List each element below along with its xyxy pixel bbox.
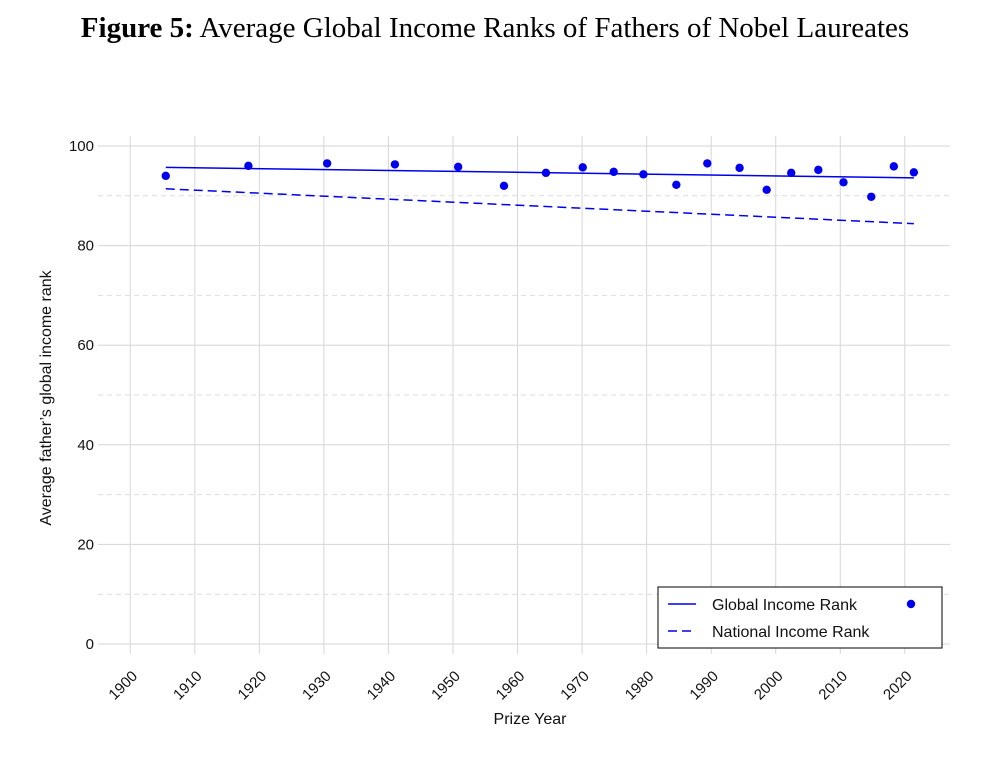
x-tick-label: 1980 bbox=[622, 668, 658, 704]
legend-box bbox=[657, 586, 943, 649]
data-point bbox=[609, 167, 618, 177]
legend-label-global: Global Income Rank bbox=[712, 597, 858, 614]
data-point bbox=[867, 192, 876, 201]
x-tick-label: 1900 bbox=[105, 668, 141, 704]
y-tick-label: 100 bbox=[69, 138, 94, 155]
data-point bbox=[703, 159, 712, 168]
data-point bbox=[909, 168, 919, 177]
data-point bbox=[672, 180, 681, 190]
legend-label-national: National Income Rank bbox=[712, 624, 870, 641]
data-point bbox=[762, 185, 771, 194]
data-point bbox=[839, 178, 848, 187]
x-tick-label: 1970 bbox=[557, 668, 593, 704]
x-axis-label: Prize Year bbox=[494, 711, 568, 728]
y-axis-ticks: 0 20 40 60 80 100 bbox=[69, 138, 94, 653]
figure-title: Figure 5: Average Global Income Ranks of… bbox=[0, 12, 990, 45]
x-tick-label: 2020 bbox=[880, 668, 916, 704]
legend: Global Income Rank National Income Rank bbox=[657, 586, 943, 649]
data-point bbox=[322, 159, 332, 168]
data-point bbox=[578, 163, 587, 172]
x-tick-label: 1960 bbox=[493, 668, 529, 704]
figure-number: Figure 5: bbox=[80, 12, 194, 44]
data-point bbox=[735, 163, 744, 173]
x-tick-label: 1990 bbox=[686, 668, 722, 704]
x-tick-label: 1940 bbox=[364, 668, 400, 704]
data-point bbox=[814, 165, 823, 175]
data-point bbox=[499, 181, 509, 191]
legend-point-marker bbox=[906, 599, 916, 609]
grid bbox=[98, 136, 950, 654]
x-tick-label: 2000 bbox=[751, 668, 787, 704]
y-tick-label: 20 bbox=[77, 536, 94, 553]
x-tick-label: 1950 bbox=[428, 668, 464, 704]
x-tick-label: 1910 bbox=[170, 668, 206, 704]
x-tick-label: 2010 bbox=[815, 668, 851, 704]
data-point bbox=[787, 168, 796, 178]
figure-title-text: Average Global Income Ranks of Fathers o… bbox=[199, 12, 910, 44]
global-income-trend-line bbox=[165, 166, 914, 179]
national-income-trend-line bbox=[165, 188, 914, 225]
series-layer bbox=[161, 159, 919, 225]
y-axis-label: Average father’s global income rank bbox=[38, 269, 55, 525]
data-point bbox=[161, 171, 170, 181]
y-tick-label: 80 bbox=[77, 238, 94, 255]
x-tick-label: 1930 bbox=[299, 668, 335, 704]
data-point bbox=[390, 160, 400, 169]
y-tick-label: 60 bbox=[77, 337, 94, 354]
x-tick-label: 1920 bbox=[235, 668, 271, 704]
y-tick-label: 40 bbox=[77, 437, 94, 454]
x-axis-ticks: 1900 1910 1920 1930 1940 1950 1960 1970 1980 1990… bbox=[105, 668, 915, 704]
data-point bbox=[453, 162, 463, 172]
data-point bbox=[889, 162, 899, 171]
y-tick-label: 0 bbox=[86, 636, 94, 653]
